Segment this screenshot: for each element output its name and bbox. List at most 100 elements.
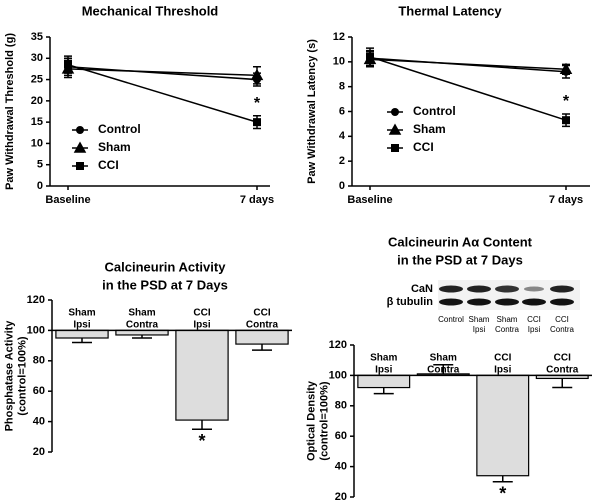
significance-mark: *	[563, 93, 570, 110]
error-bar	[72, 338, 92, 344]
blot-band	[439, 298, 463, 306]
y-tick-label: 5	[37, 159, 43, 171]
error-bar	[192, 420, 212, 430]
category-label: Ipsi	[193, 320, 210, 331]
blot-band	[439, 285, 463, 293]
y-tick-label: 40	[33, 416, 45, 428]
marker	[253, 118, 261, 127]
legend-label: Control	[413, 104, 456, 118]
blot-band	[524, 286, 544, 292]
legend-label: Sham	[98, 140, 131, 154]
y-tick-label: 12	[333, 31, 345, 43]
y-tick-label: 20	[31, 95, 43, 107]
marker	[250, 68, 264, 81]
y-axis-label: Paw Withdrawal Latency (s)	[306, 39, 318, 184]
y-tick-label: 10	[31, 137, 43, 149]
error-bar	[552, 378, 573, 389]
bar	[175, 329, 229, 421]
blot-lane-label: CCI	[527, 315, 541, 324]
blot-lane-label: Sham	[497, 315, 518, 324]
y-tick-label: 10	[333, 56, 345, 68]
series-line	[67, 66, 258, 81]
error-bar	[252, 344, 272, 351]
blot-lane-label: Ipsi	[473, 325, 486, 334]
blot-band	[495, 298, 519, 306]
y-tick-label: 120	[27, 294, 45, 306]
y-tick-label: 80	[335, 400, 347, 412]
legend-label: Sham	[413, 122, 446, 136]
bar	[476, 374, 530, 477]
significance-mark: *	[499, 484, 506, 504]
category-label: Contra	[126, 320, 159, 331]
chart-title: Calcineurin Activity	[105, 259, 227, 274]
y-tick-label: 35	[31, 31, 43, 43]
marker	[366, 52, 374, 61]
significance-mark: *	[198, 431, 205, 451]
series-line	[369, 56, 567, 121]
blot-band	[467, 285, 491, 293]
y-axis-label: (control=100%)	[318, 381, 330, 460]
error-bar	[373, 387, 394, 395]
y-tick-label: 25	[31, 73, 43, 85]
chart-title: Mechanical Threshold	[82, 3, 219, 18]
blot-lane-label: Sham	[469, 315, 490, 324]
blot-lane-label: Contra	[550, 325, 575, 334]
category-label: CCI	[193, 308, 210, 319]
legend-marker	[76, 126, 84, 134]
legend-marker	[391, 144, 399, 152]
category-label: Sham	[128, 308, 155, 319]
legend-label: CCI	[98, 158, 119, 172]
y-axis-label: Phosphatase Activity	[3, 320, 15, 432]
y-tick-label: 60	[335, 430, 347, 442]
y-tick-label: 40	[335, 461, 347, 473]
blot-band	[467, 298, 491, 306]
chart-title: in the PSD at 7 Days	[102, 277, 228, 292]
blot-band	[522, 298, 546, 306]
y-tick-label: 100	[329, 369, 347, 381]
y-tick-label: 20	[33, 446, 45, 458]
bar	[235, 329, 289, 345]
bar	[55, 329, 109, 339]
category-label: Contra	[546, 365, 579, 376]
category-label: CCI	[554, 353, 571, 364]
category-label: Ipsi	[494, 365, 511, 376]
marker	[559, 62, 573, 75]
series-line	[369, 58, 567, 71]
blot-band	[550, 298, 574, 306]
error-bar	[492, 475, 513, 483]
legend-marker	[391, 108, 399, 116]
error-bar	[132, 334, 152, 339]
chart-title: Calcineurin Aα Content	[388, 234, 533, 249]
legend-marker	[73, 141, 87, 153]
series-line	[67, 68, 258, 77]
marker	[64, 60, 72, 69]
x-tick-label: 7 days	[549, 194, 583, 206]
y-tick-label: 8	[339, 81, 345, 93]
category-label: Sham	[370, 353, 397, 364]
blot-lane-label: Ipsi	[528, 325, 541, 334]
blot-row-label: β tubulin	[387, 296, 434, 308]
category-label: Ipsi	[73, 320, 90, 331]
blot-band	[495, 285, 519, 293]
category-label: Sham	[430, 353, 457, 364]
y-axis-label: (control=100%)	[16, 336, 28, 415]
series-line	[67, 63, 258, 123]
category-label: Sham	[68, 308, 95, 319]
significance-mark: *	[254, 95, 261, 112]
blot-lane-label: Control	[438, 315, 464, 324]
category-label: Contra	[246, 320, 279, 331]
y-tick-label: 2	[339, 155, 345, 167]
blot-band	[550, 285, 574, 293]
chart-title: in the PSD at 7 Days	[397, 252, 523, 267]
blot-lane-label: CCI	[555, 315, 569, 324]
legend-marker	[388, 123, 402, 135]
y-tick-label: 20	[335, 491, 347, 503]
error-bar	[433, 364, 454, 374]
y-tick-label: 30	[31, 52, 43, 64]
blot-row-label: CaN	[411, 283, 433, 295]
category-label: Contra	[427, 365, 460, 376]
y-axis-label: Optical Density	[305, 380, 317, 461]
y-tick-label: 120	[329, 339, 347, 351]
category-label: Ipsi	[375, 365, 392, 376]
